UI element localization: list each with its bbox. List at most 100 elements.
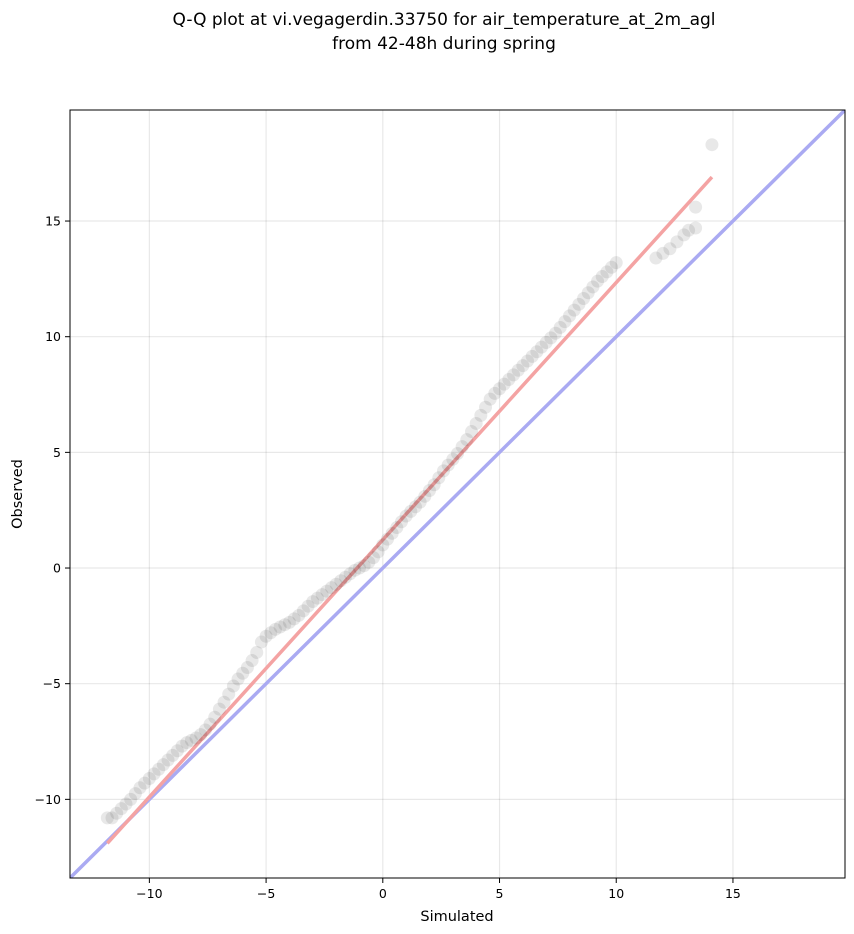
qq-point xyxy=(110,806,124,820)
qq-point xyxy=(245,654,259,668)
qq-point xyxy=(649,251,663,265)
qq-point xyxy=(310,591,324,605)
qq-point xyxy=(287,612,301,626)
qq-point xyxy=(170,744,184,758)
qq-point xyxy=(203,717,217,731)
qq-point xyxy=(455,440,469,454)
qq-point xyxy=(404,504,418,518)
qq-point xyxy=(399,509,413,523)
qq-point xyxy=(441,458,455,472)
y-tick-label: 0 xyxy=(53,561,61,576)
qq-point xyxy=(329,577,343,591)
qq-point xyxy=(180,736,194,750)
identity-line xyxy=(70,110,845,878)
qq-point xyxy=(586,280,600,294)
grid-lines xyxy=(70,110,845,878)
qq-point xyxy=(380,532,394,546)
qq-point xyxy=(100,811,114,825)
qq-point xyxy=(413,495,427,509)
qq-point xyxy=(338,570,352,584)
qq-point xyxy=(301,599,315,613)
qq-point xyxy=(128,787,142,801)
qq-point xyxy=(324,581,338,595)
qq-point xyxy=(156,758,170,772)
x-axis-label: Simulated xyxy=(420,909,493,925)
qq-point xyxy=(451,447,464,461)
qq-point xyxy=(689,221,703,235)
qq-point xyxy=(488,386,502,400)
qq-point xyxy=(147,767,161,781)
qq-point xyxy=(231,672,245,686)
qq-point xyxy=(362,555,376,569)
qq-point xyxy=(511,363,525,377)
qq-point xyxy=(278,618,292,632)
qq-point xyxy=(273,620,287,634)
qq-point xyxy=(572,297,586,311)
qq-point xyxy=(549,326,563,340)
qq-point xyxy=(254,635,268,649)
qq-point xyxy=(656,246,670,260)
qq-point xyxy=(567,303,581,317)
qq-point xyxy=(166,748,180,762)
qq-point xyxy=(390,521,404,535)
qq-point xyxy=(525,349,539,363)
qq-point xyxy=(689,200,703,214)
qq-point xyxy=(577,292,591,306)
qq-point xyxy=(184,733,198,747)
plot-marks xyxy=(70,110,845,878)
qq-point xyxy=(460,433,474,447)
y-tick-label: −5 xyxy=(43,676,61,691)
qq-point xyxy=(591,274,605,288)
qq-point xyxy=(469,416,483,430)
qq-point xyxy=(479,400,493,414)
qq-point xyxy=(175,739,189,753)
y-tick-label: −10 xyxy=(35,792,61,807)
qq-point xyxy=(535,340,549,354)
qq-point xyxy=(133,781,147,795)
chart-title-line-1: Q-Q plot at vi.vegagerdin.33750 for air_… xyxy=(172,10,715,30)
qq-point xyxy=(497,377,511,391)
qq-point xyxy=(198,723,212,737)
qq-point xyxy=(212,702,226,716)
qq-point xyxy=(483,392,497,406)
qq-point xyxy=(315,588,329,602)
qq-point xyxy=(563,309,577,323)
qq-point xyxy=(507,368,521,382)
qq-point xyxy=(516,359,530,373)
qq-point xyxy=(385,526,399,540)
qq-point xyxy=(282,615,296,629)
qq-point xyxy=(268,622,282,636)
qq-point xyxy=(226,679,240,693)
qq-point xyxy=(189,731,203,745)
qq-point xyxy=(371,545,385,559)
x-tick-label: −5 xyxy=(257,886,275,901)
qq-point xyxy=(352,561,366,575)
y-tick-label: 5 xyxy=(53,445,61,460)
qq-point xyxy=(240,660,254,674)
qq-point xyxy=(334,574,348,588)
qq-point xyxy=(682,223,696,237)
qq-point xyxy=(142,772,156,786)
x-tick-label: 0 xyxy=(379,886,387,901)
qq-point xyxy=(343,567,357,581)
qq-point xyxy=(670,235,684,249)
qq-point xyxy=(474,408,488,422)
qq-point xyxy=(600,265,614,279)
qq-point xyxy=(605,260,619,274)
qq-point xyxy=(250,645,264,659)
x-tick-label: 5 xyxy=(496,886,504,901)
x-tick-label: 15 xyxy=(725,886,741,901)
qq-point xyxy=(138,776,152,790)
qq-point xyxy=(609,256,623,270)
y-tick-label: 15 xyxy=(45,214,61,229)
qq-point xyxy=(502,372,516,386)
qq-point xyxy=(408,500,422,514)
qq-point xyxy=(436,464,450,478)
qq-point xyxy=(320,584,334,598)
qq-point xyxy=(236,666,250,680)
x-tick-label: 10 xyxy=(608,886,624,901)
qq-point xyxy=(222,687,236,701)
qq-point xyxy=(539,335,553,349)
qq-point xyxy=(264,626,278,640)
